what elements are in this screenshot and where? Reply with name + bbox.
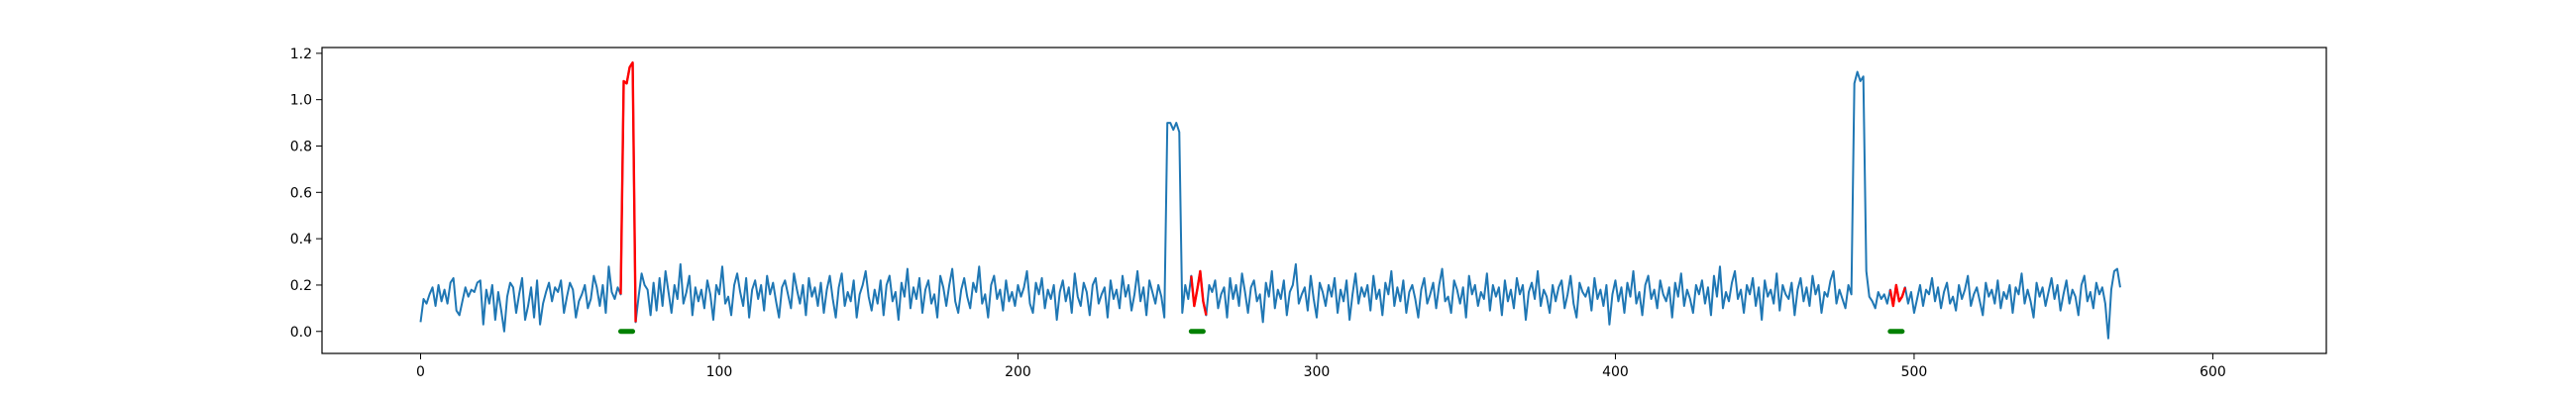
anomaly-segments bbox=[619, 61, 1907, 323]
x-tick-label: 0 bbox=[416, 364, 425, 380]
y-tick-label: 0.0 bbox=[290, 325, 312, 341]
x-axis: 0 100 200 300 400 500 600 bbox=[416, 353, 2226, 380]
x-tick-label: 400 bbox=[1602, 364, 1629, 380]
x-tick-label: 300 bbox=[1304, 364, 1331, 380]
x-tick-label: 600 bbox=[2200, 364, 2226, 380]
y-tick-label: 0.6 bbox=[290, 185, 312, 201]
y-tick-label: 0.2 bbox=[290, 278, 312, 294]
plot-area bbox=[419, 61, 2121, 340]
y-tick-label: 0.8 bbox=[290, 139, 312, 154]
y-tick-label: 1.0 bbox=[290, 93, 312, 109]
signal-line bbox=[419, 61, 2121, 340]
y-axis: 0.0 0.2 0.4 0.6 0.8 1.0 1.2 bbox=[290, 47, 322, 341]
anomaly-segment-1 bbox=[619, 61, 637, 323]
y-tick-label: 1.2 bbox=[290, 47, 312, 62]
x-tick-label: 500 bbox=[1901, 364, 1928, 380]
x-tick-label: 100 bbox=[706, 364, 733, 380]
anomaly-segment-2 bbox=[1190, 269, 1208, 316]
axes-frame bbox=[321, 47, 2327, 354]
y-tick-label: 0.4 bbox=[290, 232, 312, 248]
x-tick-label: 200 bbox=[1005, 364, 1031, 380]
anomaly-segment-3 bbox=[1888, 283, 1907, 308]
